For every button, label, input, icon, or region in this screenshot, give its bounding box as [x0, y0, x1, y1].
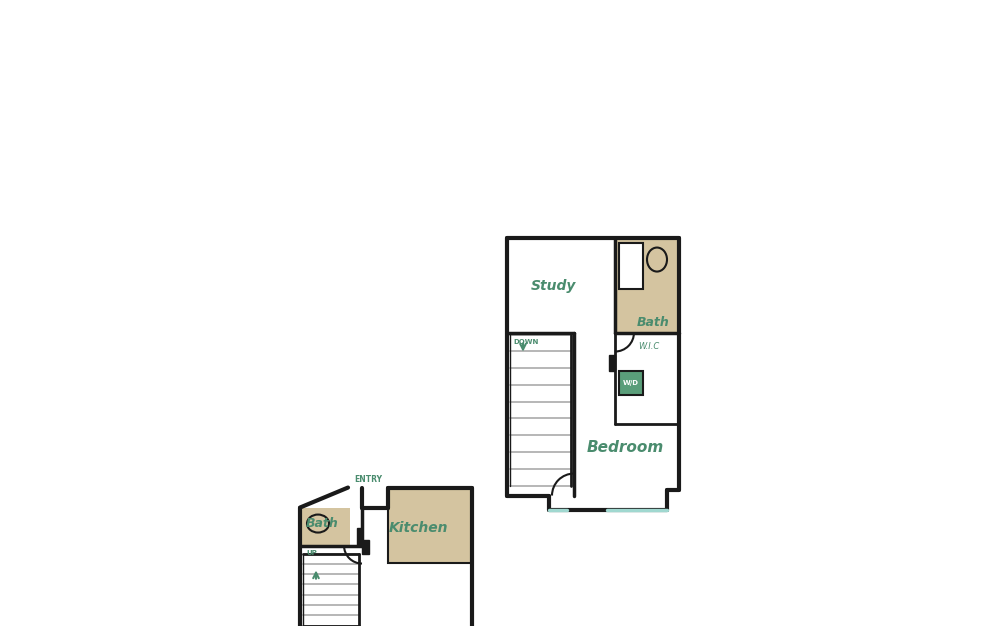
Text: Bath: Bath	[305, 517, 338, 530]
Text: This is a MFTE income qualified home.: This is a MFTE income qualified home.	[267, 31, 731, 51]
Bar	[357, 528, 362, 545]
Ellipse shape	[647, 247, 667, 272]
Bar	[388, 488, 472, 563]
Bar	[619, 242, 643, 289]
Text: Bedroom: Bedroom	[587, 440, 664, 455]
Text: ENTRY: ENTRY	[354, 475, 382, 483]
Text: Bath: Bath	[637, 316, 670, 329]
Text: UP: UP	[306, 550, 316, 555]
Bar	[388, 488, 472, 563]
Text: W/D: W/D	[623, 379, 639, 386]
Bar	[300, 508, 350, 545]
Bar	[362, 540, 369, 553]
Text: DOWN: DOWN	[513, 339, 538, 344]
Text: W.I.C: W.I.C	[639, 342, 660, 351]
Ellipse shape	[307, 515, 329, 533]
Text: Kitchen: Kitchen	[388, 521, 448, 535]
Bar	[609, 354, 615, 371]
Bar	[615, 237, 679, 332]
Text: Study: Study	[530, 279, 576, 292]
Bar	[619, 371, 643, 394]
Text: Please reach out to our leasing office for more information!: Please reach out to our leasing office f…	[159, 73, 839, 91]
